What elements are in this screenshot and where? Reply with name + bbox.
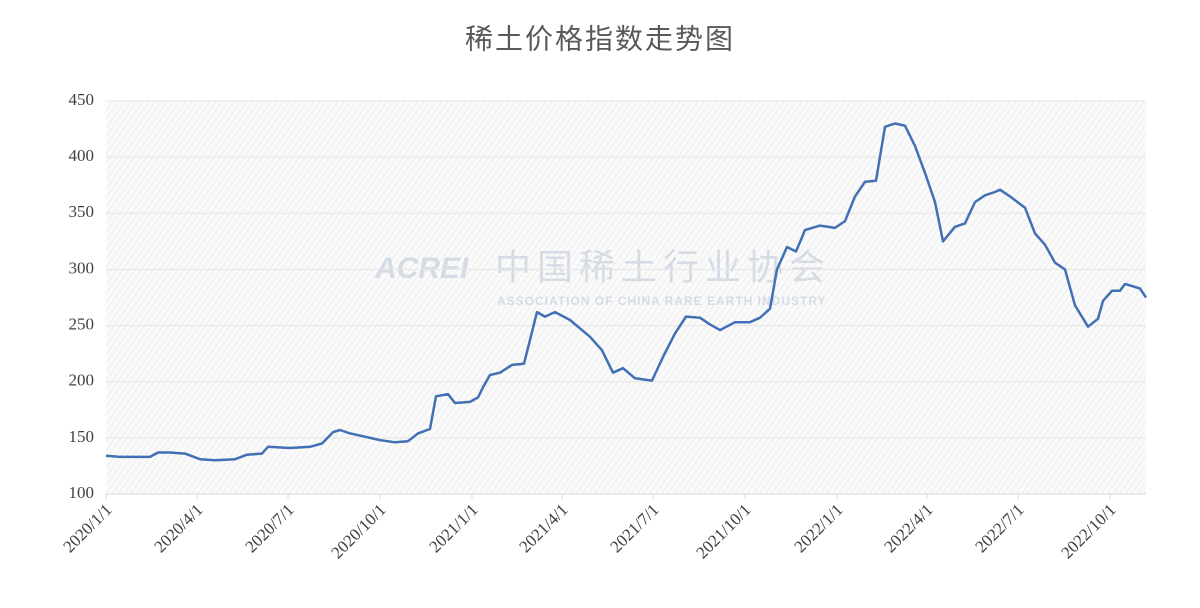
watermark-name: 中国稀土行业协会: [495, 247, 831, 288]
y-tick-label: 400: [69, 146, 95, 165]
x-tick-label: 2020/1/1: [59, 500, 115, 556]
watermark-subtitle: ASSOCIATION OF CHINA RARE EARTH INDUSTRY: [497, 294, 827, 308]
x-tick-label: 2020/4/1: [150, 500, 206, 556]
price-line: [105, 122, 1148, 462]
x-tick-label: 2021/1/1: [425, 500, 481, 556]
y-tick-label: 250: [69, 314, 95, 333]
watermark: ACREI 中国稀土行业协会 ASSOCIATION OF CHINA RARE…: [374, 247, 831, 309]
watermark-logo: ACREI: [374, 252, 469, 285]
x-tick-label: 2022/10/1: [1057, 500, 1119, 562]
chart-title: 稀土价格指数走势图: [465, 23, 735, 55]
x-tick-label: 2021/7/1: [606, 500, 662, 556]
plot-area: [106, 101, 1146, 494]
x-tick-label: 2022/7/1: [971, 500, 1027, 556]
x-tick-label: 2020/7/1: [241, 500, 297, 556]
x-tick-label: 2022/1/1: [790, 500, 846, 556]
y-tick-label: 300: [69, 258, 95, 277]
y-tick-label: 200: [69, 371, 95, 390]
y-tick-label: 450: [69, 90, 95, 109]
x-tick-label: 2021/10/1: [692, 500, 754, 562]
y-tick-label: 350: [69, 202, 95, 221]
y-tick-label: 150: [69, 427, 95, 446]
x-tick-label: 2021/4/1: [515, 500, 571, 556]
y-tick-label: 100: [69, 483, 95, 502]
x-tick-label: 2022/4/1: [880, 500, 936, 556]
x-tick-label: 2020/10/1: [327, 500, 389, 562]
